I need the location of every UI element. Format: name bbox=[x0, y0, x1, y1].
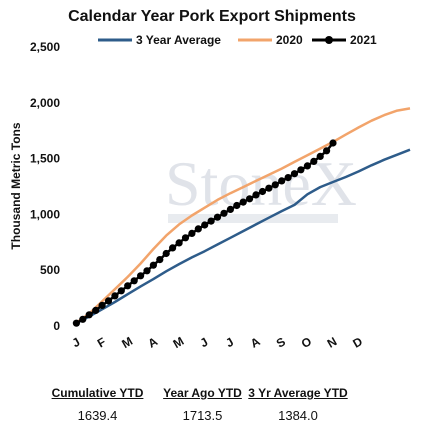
y-tick-label: 2,000 bbox=[30, 96, 60, 110]
data-point-2021 bbox=[137, 272, 145, 280]
data-point-2021 bbox=[156, 256, 164, 264]
stat-year-ago-ytd: Year Ago YTD 1713.5 bbox=[160, 386, 245, 423]
data-point-2021 bbox=[278, 177, 286, 185]
ytd-summary: Cumulative YTD 1639.4 Year Ago YTD 1713.… bbox=[0, 386, 425, 434]
data-point-2021 bbox=[233, 201, 241, 210]
data-point-2021 bbox=[175, 239, 183, 247]
data-point-2021 bbox=[98, 301, 106, 309]
y-tick-label: 500 bbox=[40, 263, 60, 277]
data-point-2021 bbox=[252, 191, 260, 199]
series-line-2020 bbox=[75, 107, 411, 324]
x-tick-label: M bbox=[171, 334, 187, 351]
legend-label: 3 Year Average bbox=[136, 33, 221, 47]
legend-item: 3 Year Average bbox=[98, 33, 221, 47]
data-point-2021 bbox=[220, 209, 228, 217]
y-axis-label: Thousand Metric Tons bbox=[9, 122, 23, 249]
watermark-bar bbox=[168, 214, 338, 223]
data-point-2021 bbox=[72, 319, 80, 327]
stat-label: Cumulative YTD bbox=[51, 386, 144, 400]
legend-label: 2021 bbox=[350, 33, 377, 47]
y-tick-label: 0 bbox=[53, 319, 60, 333]
data-point-2021 bbox=[239, 198, 247, 206]
data-point-2021 bbox=[316, 152, 324, 160]
x-tick-label: O bbox=[299, 334, 314, 351]
chart-legend: 3 Year Average 2020 2021 bbox=[98, 33, 377, 47]
data-point-2021 bbox=[149, 261, 157, 269]
data-point-2021 bbox=[130, 277, 138, 285]
stat-label: Year Ago YTD bbox=[163, 386, 242, 400]
stat-value: 1639.4 bbox=[77, 408, 118, 423]
data-point-2021 bbox=[284, 174, 292, 182]
x-tick-label: N bbox=[325, 334, 340, 350]
stat-3yr-average-ytd: 3 Yr Average YTD 1384.0 bbox=[248, 386, 348, 423]
y-axis-ticks: 0 500 1,000 1,500 2,000 2,500 bbox=[30, 40, 60, 333]
data-point-2021 bbox=[169, 244, 177, 252]
x-tick-label: J bbox=[198, 335, 211, 350]
data-point-2021 bbox=[329, 139, 337, 147]
y-tick-label: 1,500 bbox=[30, 152, 60, 166]
data-point-2021 bbox=[290, 170, 299, 178]
data-point-2021 bbox=[124, 282, 132, 290]
data-point-2021 bbox=[303, 162, 311, 170]
data-point-2021 bbox=[85, 311, 93, 319]
data-point-2021 bbox=[310, 157, 318, 165]
data-point-2021 bbox=[226, 205, 234, 213]
y-tick-label: 2,500 bbox=[30, 40, 60, 54]
data-point-2021 bbox=[323, 147, 331, 155]
data-point-2021 bbox=[297, 166, 305, 174]
data-point-2021 bbox=[246, 195, 254, 203]
chart-title: Calendar Year Pork Export Shipments bbox=[68, 8, 356, 25]
data-point-2021 bbox=[117, 287, 125, 295]
x-tick-label: S bbox=[274, 334, 288, 350]
data-point-2021 bbox=[104, 297, 113, 305]
stat-label: 3 Yr Average YTD bbox=[248, 386, 348, 400]
data-point-2021 bbox=[207, 217, 215, 225]
series-line-3-year-average bbox=[75, 148, 411, 325]
legend-label: 2020 bbox=[276, 33, 303, 47]
data-point-2021 bbox=[79, 315, 87, 323]
stat-value: 1384.0 bbox=[278, 408, 318, 423]
data-point-2021 bbox=[201, 221, 209, 229]
x-tick-label: A bbox=[248, 334, 263, 351]
stat-value: 1713.5 bbox=[182, 408, 223, 423]
data-point-2021 bbox=[92, 306, 100, 314]
data-point-2021 bbox=[111, 292, 119, 300]
data-point-2021 bbox=[194, 225, 202, 233]
legend-item: 2020 bbox=[238, 33, 303, 47]
legend-marker bbox=[325, 36, 333, 44]
x-tick-label: M bbox=[119, 334, 135, 351]
series-layer bbox=[72, 107, 411, 327]
data-point-2021 bbox=[258, 187, 267, 196]
data-point-2021 bbox=[271, 181, 279, 189]
x-tick-label: J bbox=[223, 335, 236, 350]
data-point-2021 bbox=[162, 249, 170, 258]
y-tick-label: 1,000 bbox=[30, 207, 60, 221]
x-tick-label: A bbox=[146, 334, 161, 351]
data-point-2021 bbox=[181, 234, 190, 242]
chart-area: StoneX Calendar Year Pork Export Shipmen… bbox=[9, 8, 411, 351]
legend-item: 2021 bbox=[312, 33, 377, 47]
stat-cumulative-ytd: Cumulative YTD 1639.4 bbox=[45, 386, 150, 423]
line-chart: StoneX Calendar Year Pork Export Shipmen… bbox=[9, 8, 411, 351]
data-point-2021 bbox=[265, 184, 273, 192]
x-tick-label: J bbox=[70, 335, 83, 350]
data-point-2021 bbox=[188, 229, 196, 237]
x-tick-label: D bbox=[350, 334, 365, 351]
data-point-2021 bbox=[213, 213, 222, 221]
data-point-2021 bbox=[143, 267, 151, 275]
x-tick-label: F bbox=[95, 335, 108, 351]
watermark-text: StoneX bbox=[165, 148, 357, 219]
